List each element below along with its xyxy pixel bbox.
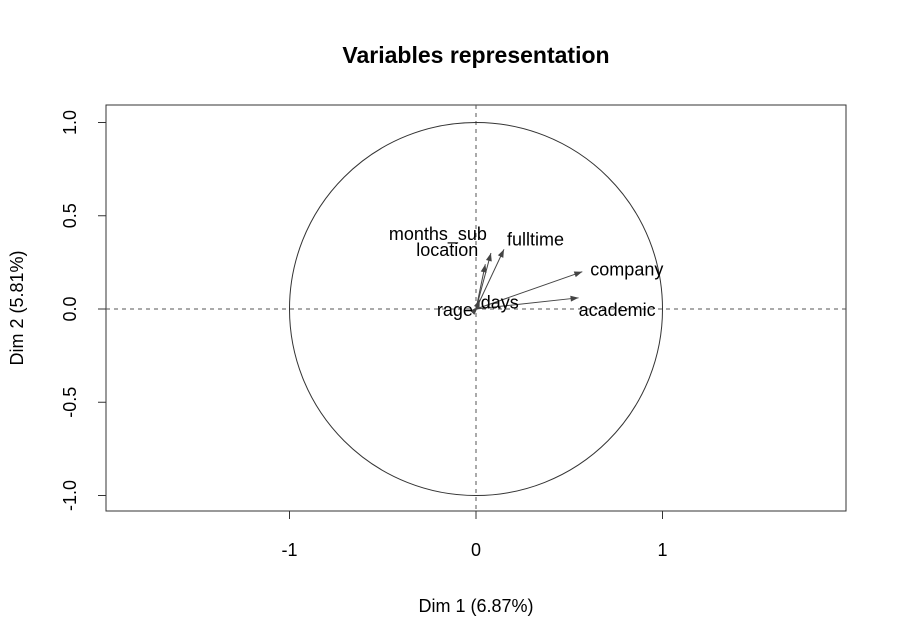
y-axis-label: Dim 2 (5.81%) (7, 250, 27, 365)
arrow-shaft (475, 252, 492, 310)
arrow-head (485, 253, 492, 262)
arrow-academic (475, 295, 579, 310)
label-fulltime: fulltime (507, 229, 564, 249)
arrow-location (475, 264, 487, 310)
y-tick-label: 1.0 (60, 110, 80, 135)
arrow-months-sub (475, 252, 492, 310)
arrow-head (497, 249, 504, 258)
arrow-shaft (475, 249, 505, 310)
arrow-days (473, 299, 481, 310)
arrow-head (470, 307, 478, 315)
arrow-head (480, 264, 487, 273)
arrow-head (570, 295, 579, 302)
arrow-head (573, 271, 583, 278)
arrow-head (473, 299, 480, 309)
arrow-shaft (475, 271, 583, 310)
arrow-fulltime (475, 249, 505, 310)
label-location: location (416, 240, 478, 260)
label-days: days (481, 293, 519, 313)
label-rage: rage (437, 300, 473, 320)
y-tick-label: 0.0 (60, 296, 80, 321)
y-tick-label: 0.5 (60, 203, 80, 228)
axes: -1 0 1 -1.0 -0.5 0.0 0.5 1.0 (60, 110, 668, 560)
x-tick-label: 1 (657, 540, 667, 560)
x-tick-label: 0 (471, 540, 481, 560)
correlation-circle (289, 122, 663, 496)
arrow-rage (470, 306, 479, 315)
label-months-sub: months_sub (389, 224, 487, 245)
variable-arrows (470, 249, 583, 315)
label-academic: academic (579, 300, 656, 320)
y-tick-label: -1.0 (60, 480, 80, 511)
chart-title: Variables representation (342, 42, 609, 68)
arrow-shaft (475, 297, 579, 310)
arrow-company (475, 271, 583, 310)
label-company: company (590, 260, 663, 280)
x-tick-label: -1 (281, 540, 297, 560)
y-tick-label: -0.5 (60, 387, 80, 418)
x-axis-label: Dim 1 (6.87%) (418, 596, 533, 616)
